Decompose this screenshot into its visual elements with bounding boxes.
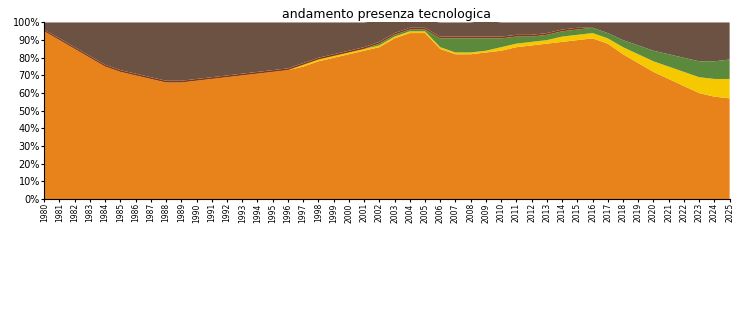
Title: andamento presenza tecnologica: andamento presenza tecnologica <box>282 8 492 21</box>
